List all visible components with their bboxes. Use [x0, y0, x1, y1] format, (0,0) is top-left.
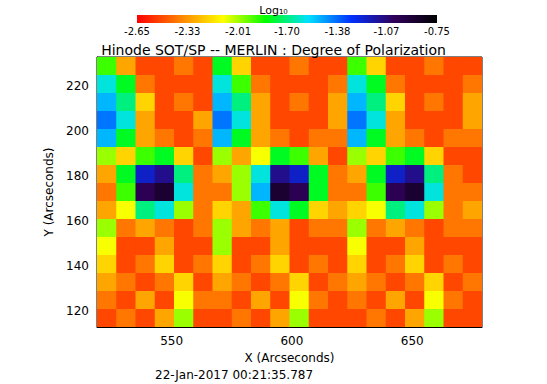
svg-text:-1.70: -1.70	[274, 26, 300, 37]
svg-text:22-Jan-2017 00:21:35.787: 22-Jan-2017 00:21:35.787	[155, 368, 313, 382]
svg-text:550: 550	[160, 334, 183, 348]
svg-text:-2.65: -2.65	[124, 26, 150, 37]
svg-text:X (Arcseconds): X (Arcseconds)	[245, 351, 335, 365]
svg-text:Y (Arcseconds): Y (Arcseconds)	[42, 147, 56, 237]
svg-text:-1.38: -1.38	[325, 26, 351, 37]
svg-text:200: 200	[66, 124, 89, 138]
svg-text:160: 160	[66, 214, 89, 228]
svg-text:-0.75: -0.75	[424, 26, 450, 37]
svg-text:-1.07: -1.07	[374, 26, 400, 37]
svg-text:-2.01: -2.01	[225, 26, 251, 37]
svg-text:Hinode SOT/SP -- MERLIN : Degr: Hinode SOT/SP -- MERLIN : Degree of Pola…	[101, 42, 446, 58]
svg-text:220: 220	[66, 79, 89, 93]
svg-text:Log₁₀: Log₁₀	[259, 4, 288, 17]
svg-text:180: 180	[66, 169, 89, 183]
svg-text:120: 120	[66, 304, 89, 318]
svg-text:650: 650	[401, 334, 424, 348]
svg-text:600: 600	[280, 334, 303, 348]
svg-text:-2.33: -2.33	[175, 26, 201, 37]
svg-text:140: 140	[66, 259, 89, 273]
